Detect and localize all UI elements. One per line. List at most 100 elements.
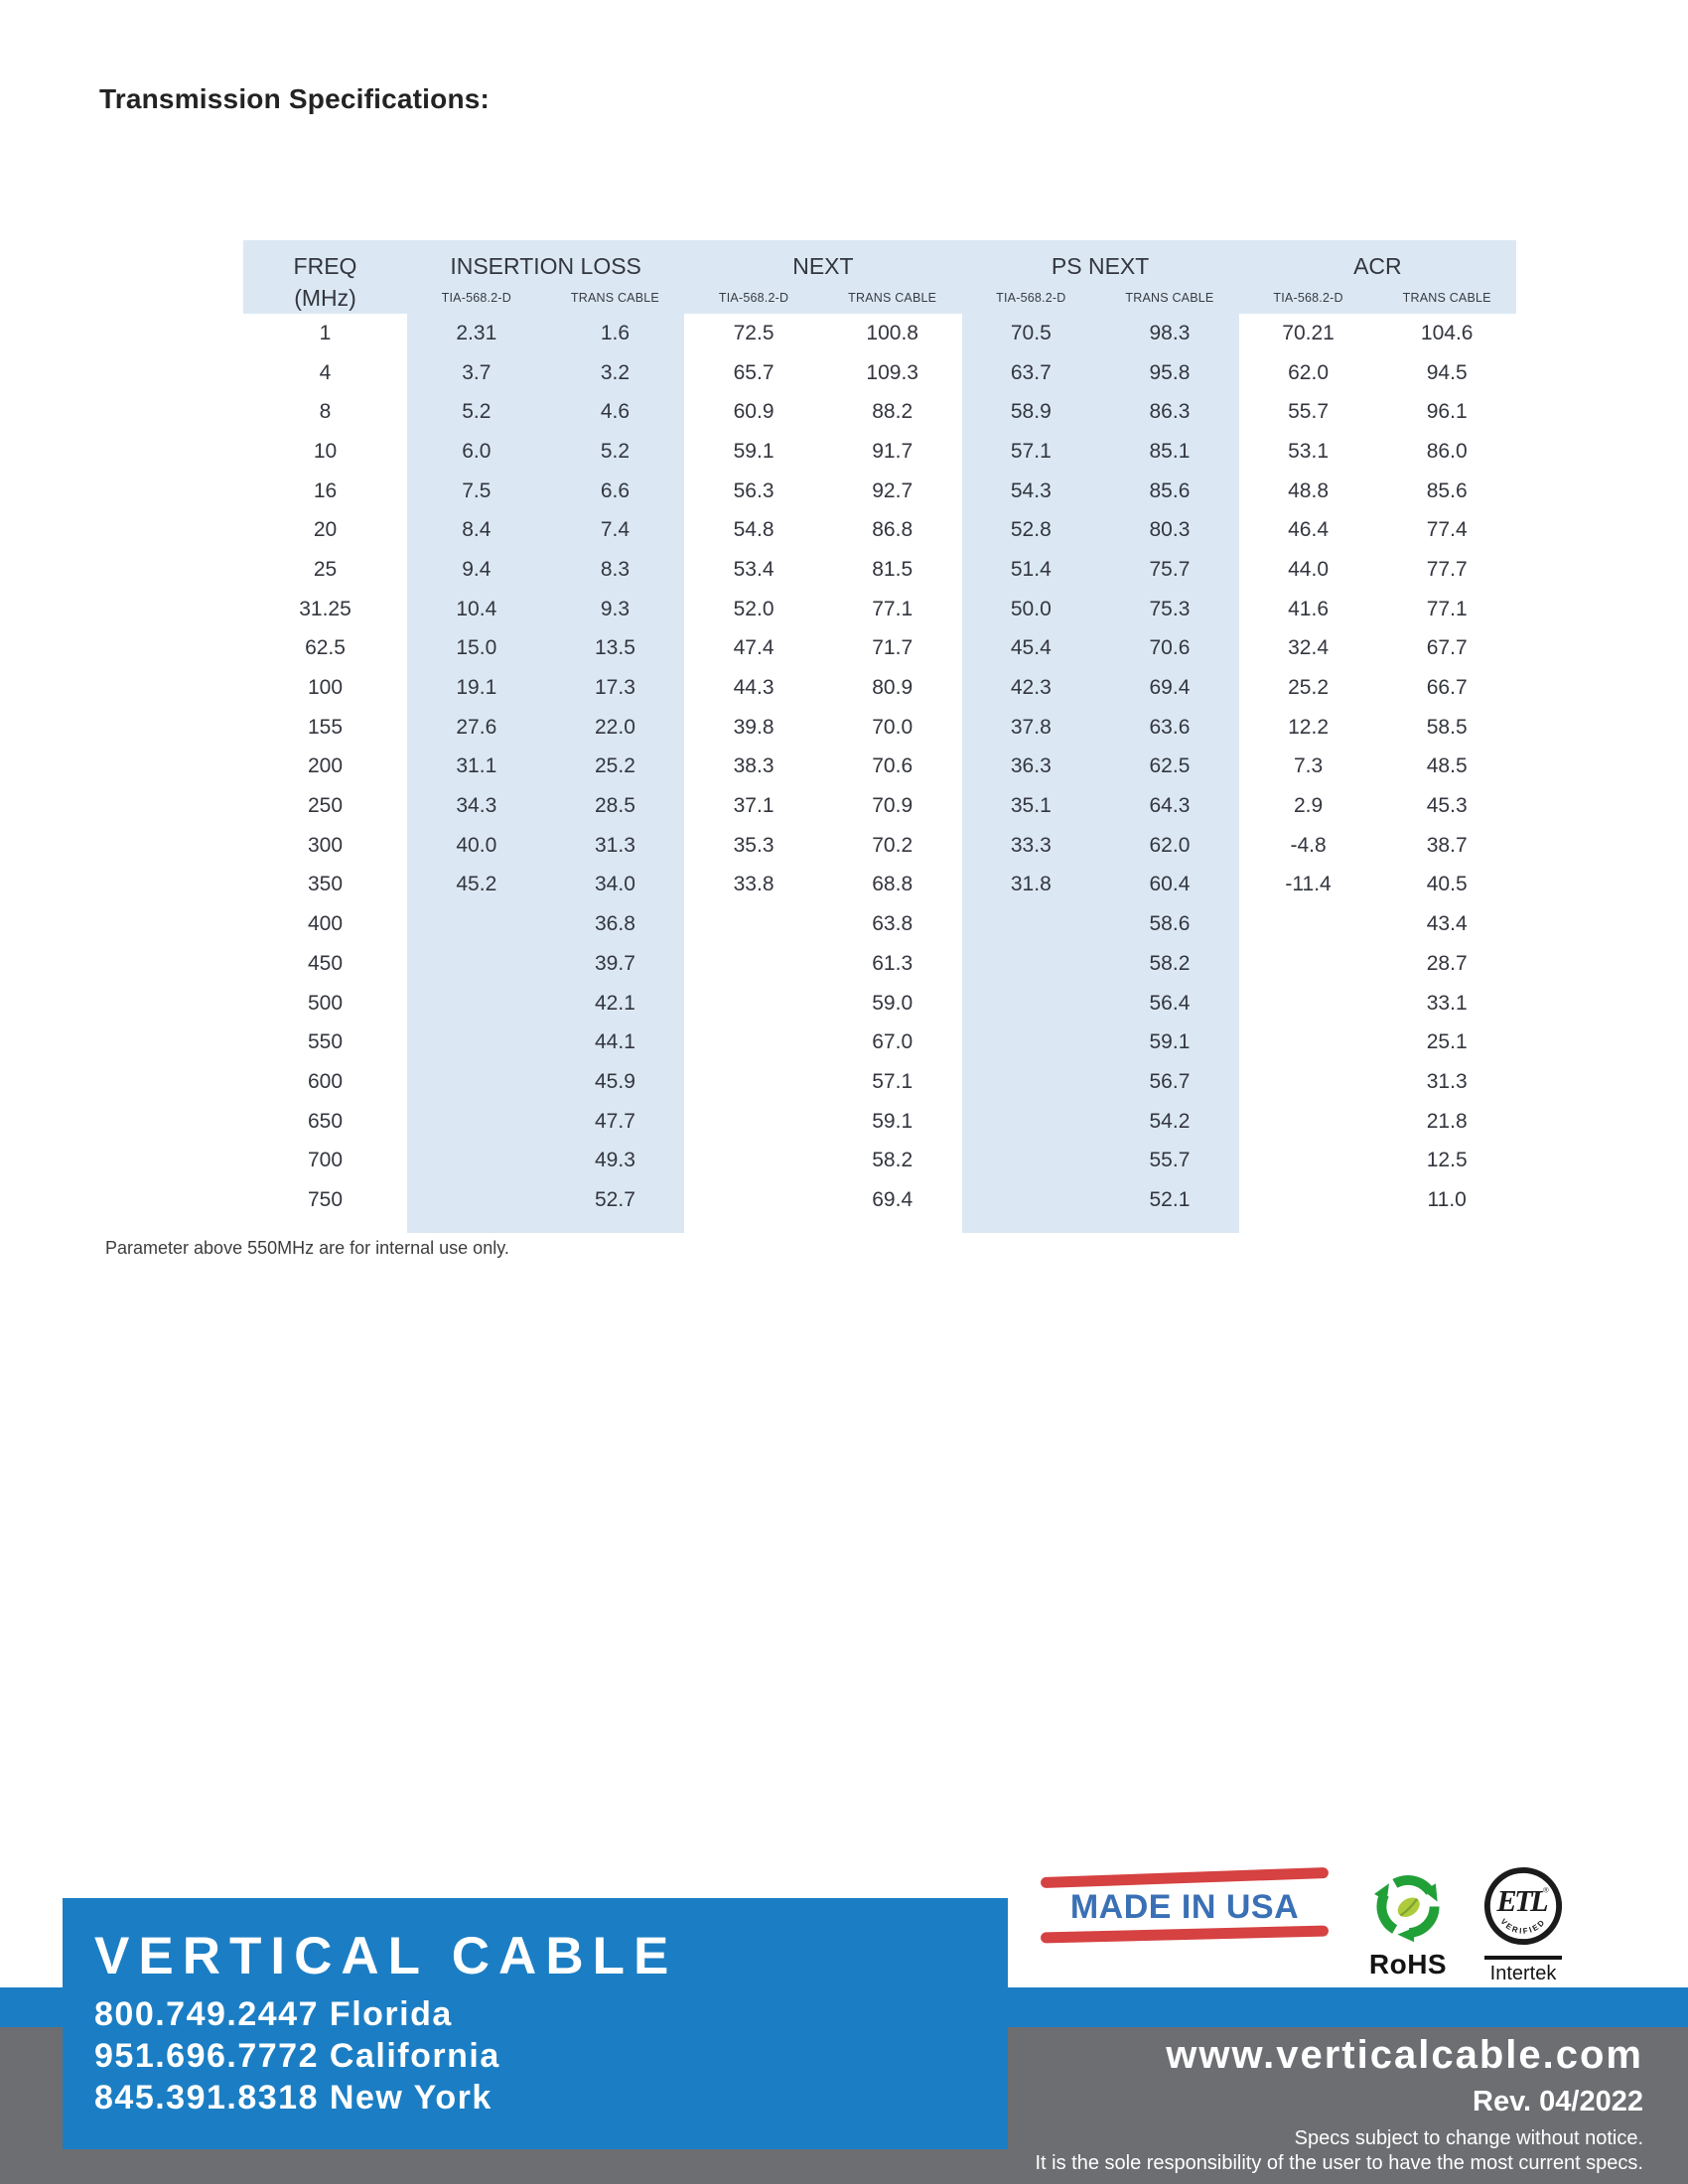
value-cell: 1.6 xyxy=(545,314,685,353)
table-row: 750 52.7 69.4 52.1 11.0 xyxy=(243,1180,1516,1220)
value-cell: 8.3 xyxy=(545,550,685,590)
table-row: 1 2.31 1.6 72.5 100.8 70.5 98.3 70.21 104.6 xyxy=(243,314,1516,353)
value-cell: 95.8 xyxy=(1100,352,1239,393)
table-row: 20 8.4 7.4 54.8 86.8 52.8 80.3 46.4 77.4 xyxy=(243,510,1516,551)
value-cell: 59.1 xyxy=(733,439,774,463)
value-cell: 31.3 xyxy=(1426,1069,1468,1093)
value-cell: 56.4 xyxy=(1100,983,1239,1024)
freq-cell: 8 xyxy=(319,400,332,424)
column-group-insertion-loss: INSERTION LOSS TIA-568.2-D TRANS CABLE xyxy=(407,252,684,306)
group-label: INSERTION LOSS xyxy=(450,253,641,279)
value-cell: 2.9 xyxy=(1293,794,1324,818)
group-subheaders: TIA-568.2-D TRANS CABLE xyxy=(407,290,684,306)
value-cell: 42.1 xyxy=(545,983,685,1024)
value-cell: 86.0 xyxy=(1426,439,1468,463)
stamp-bar-top xyxy=(1040,1866,1330,1889)
freq-cell: 200 xyxy=(307,754,344,778)
value-cell xyxy=(407,1062,546,1102)
value-cell: 53.4 xyxy=(733,557,774,581)
value-cell xyxy=(407,983,546,1024)
value-cell xyxy=(407,1023,546,1063)
value-cell: 9.4 xyxy=(407,550,546,590)
value-cell xyxy=(961,1062,1101,1102)
value-cell: 2.31 xyxy=(407,314,546,353)
value-cell: 52.8 xyxy=(961,510,1101,551)
value-cell xyxy=(1239,1220,1378,1233)
value-cell: 67.7 xyxy=(1426,636,1468,660)
value-cell xyxy=(961,1023,1101,1063)
value-cell: 46.4 xyxy=(1288,518,1329,542)
column-group-ps-next: PS NEXT TIA-568.2-D TRANS CABLE xyxy=(962,252,1239,306)
value-cell: 51.4 xyxy=(961,550,1101,590)
etl-badge: ETL ® VERIFIED Intertek xyxy=(1479,1864,1567,1984)
value-cell: 52.0 xyxy=(733,597,774,620)
value-cell: 86.8 xyxy=(872,518,914,542)
value-cell xyxy=(407,1180,546,1220)
value-cell: 62.0 xyxy=(1100,825,1239,866)
value-cell: 45.9 xyxy=(545,1062,685,1102)
value-cell xyxy=(407,944,546,984)
group-subheaders: TIA-568.2-D TRANS CABLE xyxy=(684,290,961,306)
sub-label: TRANS CABLE xyxy=(1402,291,1491,305)
value-cell: 56.7 xyxy=(1100,1062,1239,1102)
sub-label: TIA-568.2-D xyxy=(1273,291,1343,305)
value-cell xyxy=(961,944,1101,984)
value-cell: 10.4 xyxy=(407,589,546,629)
value-cell xyxy=(684,1180,823,1220)
table-body: 1 2.31 1.6 72.5 100.8 70.5 98.3 70.21 104.6 4 3.7 3… xyxy=(243,314,1516,1233)
value-cell: 92.7 xyxy=(872,478,914,502)
value-cell: 104.6 xyxy=(1420,321,1474,344)
phone-line-florida: 800.749.2447 Florida xyxy=(94,1995,453,2033)
value-cell: 50.0 xyxy=(961,589,1101,629)
value-cell xyxy=(1100,1219,1239,1233)
contact-card: VERTICAL CABLE 800.749.2447 Florida 951.… xyxy=(63,1898,1008,2149)
value-cell: 62.0 xyxy=(1288,360,1329,384)
value-cell xyxy=(684,1220,823,1233)
value-cell: 69.4 xyxy=(1100,668,1239,708)
freq-cell: 700 xyxy=(307,1149,344,1172)
stamp-bar-bottom xyxy=(1040,1925,1330,1944)
value-cell xyxy=(407,1141,546,1181)
value-cell: 38.3 xyxy=(733,754,774,778)
value-cell xyxy=(684,1141,823,1180)
value-cell: 70.2 xyxy=(872,833,914,857)
freq-header-line2: (MHz) xyxy=(294,285,356,311)
value-cell: 7.3 xyxy=(1293,754,1324,778)
value-cell: 44.3 xyxy=(733,676,774,700)
value-cell xyxy=(823,1220,962,1233)
revision-label: Rev. 04/2022 xyxy=(1473,2086,1643,2117)
value-cell: 96.1 xyxy=(1426,400,1468,424)
table-row: 250 34.3 28.5 37.1 70.9 35.1 64.3 2.9 45.3 xyxy=(243,786,1516,826)
sub-label: TIA-568.2-D xyxy=(441,291,511,305)
value-cell: 98.3 xyxy=(1100,314,1239,353)
value-cell: 4.6 xyxy=(545,392,685,433)
value-cell xyxy=(1239,1023,1378,1062)
table-row: 700 49.3 58.2 55.7 12.5 xyxy=(243,1141,1516,1181)
value-cell: 8.4 xyxy=(407,510,546,551)
value-cell: 109.3 xyxy=(866,360,918,384)
column-group-acr: ACR TIA-568.2-D TRANS CABLE xyxy=(1239,252,1516,306)
value-cell xyxy=(1239,984,1378,1024)
phone-line-california: 951.696.7772 California xyxy=(94,2037,500,2075)
value-cell: 77.1 xyxy=(872,597,914,620)
freq-header: FREQ (MHz) xyxy=(243,252,407,311)
value-cell: 34.3 xyxy=(407,786,546,826)
value-cell: 77.1 xyxy=(1426,597,1468,620)
value-cell xyxy=(1239,904,1378,944)
value-cell: 63.6 xyxy=(1100,707,1239,748)
value-cell: 80.3 xyxy=(1100,510,1239,551)
rohs-label: RoHS xyxy=(1368,1949,1448,1979)
etl-rule xyxy=(1484,1956,1562,1960)
value-cell: 35.1 xyxy=(961,786,1101,826)
value-cell xyxy=(961,1219,1101,1233)
value-cell: 33.1 xyxy=(1426,991,1468,1015)
value-cell: 6.0 xyxy=(407,432,546,472)
value-cell: 48.8 xyxy=(1288,478,1329,502)
table-row: 350 45.2 34.0 33.8 68.8 31.8 60.4 -11.4 40.5 xyxy=(243,865,1516,905)
value-cell xyxy=(961,1180,1101,1220)
value-cell: 70.21 xyxy=(1282,321,1335,344)
freq-cell: 100 xyxy=(307,676,344,700)
value-cell xyxy=(684,904,823,944)
column-group-next: NEXT TIA-568.2-D TRANS CABLE xyxy=(684,252,961,306)
